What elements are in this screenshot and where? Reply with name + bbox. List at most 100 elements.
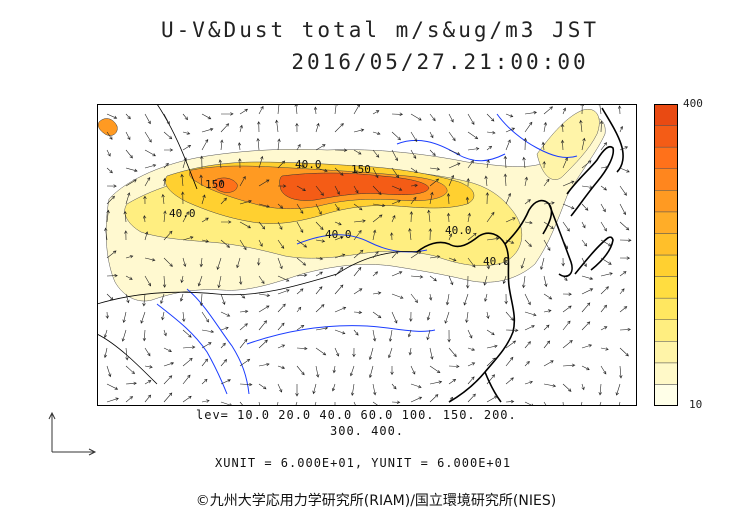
wind-vector — [410, 275, 424, 279]
wind-vector — [334, 267, 344, 277]
wind-vector — [144, 231, 149, 241]
wind-vector — [350, 383, 355, 397]
wind-vector — [125, 381, 137, 386]
wind-vector — [163, 362, 175, 367]
wind-vector — [122, 311, 127, 324]
wind-vector — [220, 139, 224, 151]
wind-vector — [315, 286, 323, 295]
wind-vector — [144, 365, 153, 369]
wind-vector — [277, 203, 284, 209]
wind-vector — [315, 365, 320, 378]
wind-vector — [467, 393, 476, 403]
wind-vector — [524, 220, 533, 225]
wind-vector — [162, 275, 167, 288]
wind-vector — [257, 257, 261, 266]
wind-vector — [619, 167, 630, 173]
wind-vector — [505, 192, 511, 205]
wind-vector — [353, 219, 366, 223]
wind-vector — [140, 311, 146, 324]
wind-vector — [543, 360, 554, 367]
wind-vector — [199, 293, 204, 307]
wind-vector — [410, 196, 417, 205]
wind-vector — [483, 275, 488, 286]
wind-vector — [524, 311, 537, 317]
wind-vector — [315, 347, 327, 356]
color-scale-swatch — [654, 168, 678, 191]
wind-vector — [600, 347, 609, 351]
wind-vector — [182, 113, 188, 121]
wind-vector — [296, 257, 307, 266]
wind-vector — [315, 239, 326, 243]
wind-vector — [144, 176, 151, 187]
wind-vector — [201, 194, 206, 205]
wind-vector — [239, 199, 252, 205]
wind-vector — [391, 149, 398, 162]
wind-vector — [219, 179, 224, 187]
wind-vector — [619, 327, 632, 332]
wind-vector — [315, 203, 322, 215]
wind-vector — [106, 293, 114, 301]
wind-vector — [218, 159, 222, 169]
wind-vector — [315, 144, 326, 151]
wind-vector — [106, 149, 111, 157]
map-timestamp: 2016/05/27.21:00:00 — [291, 50, 589, 74]
wind-vector — [619, 238, 632, 242]
wind-vector — [615, 383, 621, 396]
wind-vector — [448, 364, 460, 369]
wind-vector — [486, 131, 496, 135]
wind-vector — [372, 149, 380, 158]
color-scale-swatch — [654, 297, 678, 320]
wind-vector — [277, 401, 279, 406]
wind-vector — [448, 378, 457, 385]
wind-vector — [257, 121, 261, 133]
wind-vector — [372, 185, 382, 196]
wind-vector — [220, 123, 230, 133]
wind-vector — [334, 167, 344, 176]
wind-vector — [503, 173, 508, 187]
wind-vector — [410, 383, 422, 389]
wind-vector — [391, 185, 403, 191]
wind-vector — [486, 395, 498, 403]
wind-vector — [560, 139, 565, 151]
wind-vector — [619, 365, 623, 379]
wind-vector — [581, 344, 593, 349]
color-scale-swatch — [654, 319, 678, 342]
wind-vector — [524, 360, 530, 367]
wind-vector — [368, 365, 374, 379]
wind-vector — [334, 253, 346, 259]
wind-vector — [524, 325, 535, 331]
wind-vector — [296, 221, 304, 233]
wind-vector — [315, 122, 320, 133]
wind-vector — [353, 288, 363, 295]
dust-spot-west — [213, 177, 238, 193]
wind-vector — [467, 131, 479, 140]
wind-vector — [467, 232, 477, 241]
wind-vector — [220, 359, 228, 367]
wind-vector — [372, 203, 386, 208]
wind-vector — [600, 239, 612, 247]
vector-unit-label: XUNIT = 6.000E+01, YUNIT = 6.000E+01 — [215, 456, 512, 470]
wind-vector — [103, 347, 108, 359]
wind-vector — [505, 399, 515, 404]
wind-vector — [334, 203, 340, 211]
wind-vector — [581, 288, 594, 295]
wind-vector — [239, 175, 246, 187]
wind-vector — [446, 192, 451, 205]
wind-vector — [410, 167, 418, 173]
wind-vector — [164, 148, 174, 152]
wind-vector — [353, 329, 359, 336]
map-frame — [97, 104, 637, 406]
wind-vector — [144, 275, 152, 287]
wind-vector — [619, 271, 627, 277]
wind-vector — [448, 162, 461, 169]
wind-vector — [485, 192, 490, 205]
wind-vector — [239, 221, 252, 229]
wind-vector — [486, 211, 495, 223]
wind-vector — [543, 309, 552, 313]
wind-vector — [619, 203, 626, 216]
wind-vector — [220, 239, 230, 248]
wind-vector — [312, 383, 317, 395]
wind-vector — [201, 358, 208, 367]
wind-vector — [258, 155, 264, 169]
wind-vector — [600, 221, 607, 232]
